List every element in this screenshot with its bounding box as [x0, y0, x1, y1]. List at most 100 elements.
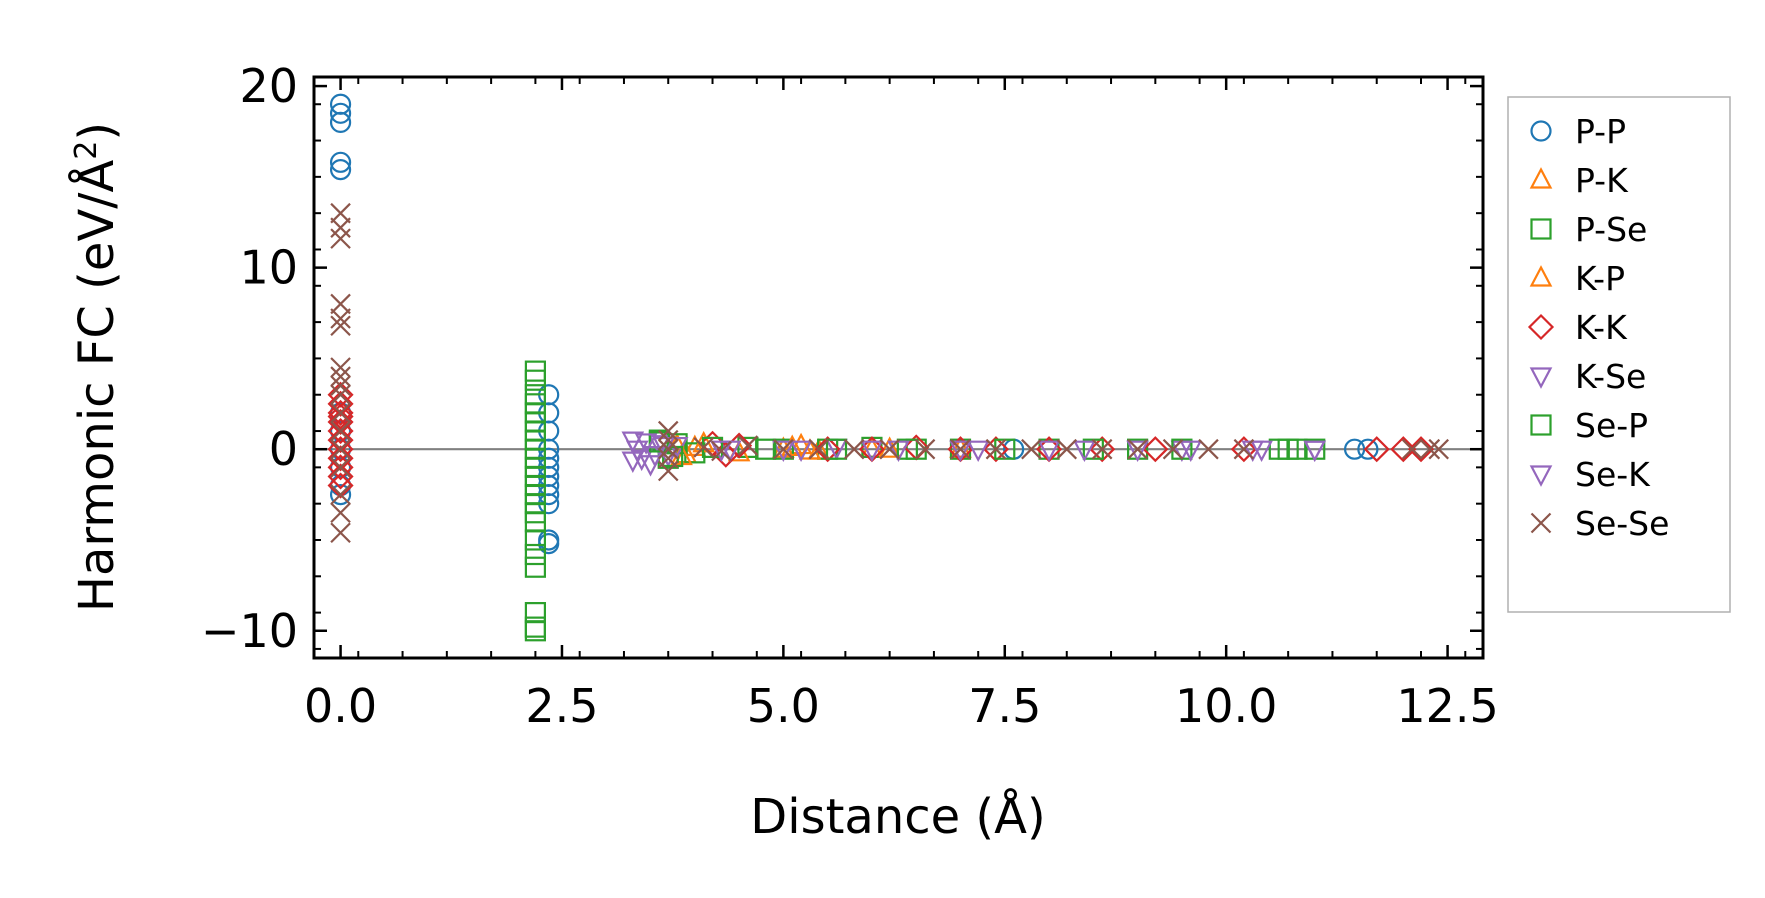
data-point — [1021, 438, 1042, 460]
x-tick-label: 0.0 — [304, 679, 377, 733]
legend: P-P P-K P-Se K-P K-K K-Se Se-P Se-K Se-Se — [1507, 96, 1731, 613]
data-point — [737, 435, 759, 456]
legend-label: K-P — [1575, 259, 1625, 298]
data-point — [1401, 438, 1423, 460]
data-point — [878, 436, 901, 458]
legend-marker — [1530, 414, 1552, 436]
data-point — [1303, 440, 1327, 463]
data-point — [634, 433, 658, 455]
series-k-k — [327, 381, 1435, 499]
series-se-k — [621, 433, 1327, 473]
data-point — [327, 403, 354, 430]
y-axis-label-sup: 2 — [69, 141, 104, 160]
data-point — [693, 437, 714, 458]
data-point — [329, 151, 352, 173]
data-point — [1037, 440, 1061, 463]
data-point — [329, 158, 352, 181]
data-point — [330, 420, 351, 442]
data-point — [630, 449, 653, 472]
data-point — [1126, 440, 1149, 463]
legend-label: Se-K — [1575, 455, 1651, 494]
data-point — [330, 384, 351, 406]
data-point — [327, 445, 354, 472]
data-point — [843, 438, 865, 460]
data-point — [1428, 438, 1449, 460]
data-point — [330, 293, 351, 315]
data-point — [896, 438, 918, 460]
data-point — [711, 440, 732, 462]
data-point — [1357, 438, 1379, 460]
data-point — [524, 369, 547, 391]
data-point — [524, 620, 547, 642]
data-point — [1390, 436, 1417, 463]
y-tick-label: −10 — [201, 604, 298, 658]
data-point — [330, 308, 351, 329]
data-point — [657, 438, 679, 460]
legend-entry: P-Se — [1530, 210, 1647, 249]
data-point — [1407, 436, 1435, 463]
data-point — [524, 556, 547, 578]
legend-label: Se-Se — [1575, 504, 1669, 543]
data-point — [825, 438, 848, 460]
data-point — [327, 408, 354, 436]
data-point — [652, 436, 676, 459]
legend-entry: P-K — [1529, 161, 1629, 200]
data-point — [327, 390, 354, 417]
legend-marker — [1529, 167, 1553, 189]
legend-marker — [1530, 218, 1552, 240]
data-point — [710, 440, 733, 463]
data-point — [1179, 440, 1203, 463]
y-tick-label: 10 — [239, 241, 298, 295]
data-point — [524, 529, 547, 551]
data-point — [524, 602, 547, 624]
legend-label: K-K — [1575, 308, 1628, 347]
series-p-se — [524, 360, 1308, 642]
data-point — [330, 457, 351, 478]
data-point — [1363, 436, 1390, 463]
x-tick-label: 7.5 — [968, 679, 1041, 733]
data-point — [982, 436, 1009, 463]
data-marks — [327, 93, 1449, 642]
data-point — [1198, 438, 1219, 460]
legend-entry: Se-P — [1530, 406, 1648, 445]
data-point — [330, 217, 351, 238]
legend-marker — [1529, 265, 1553, 287]
data-point — [1277, 438, 1299, 460]
data-point — [327, 399, 354, 426]
legend-marker — [1529, 465, 1553, 487]
data-point — [808, 438, 830, 460]
data-point — [860, 440, 884, 463]
data-point — [1303, 440, 1327, 463]
data-point — [657, 429, 679, 451]
legend-entry: K-Se — [1529, 357, 1646, 396]
data-point — [330, 502, 351, 524]
data-point — [1056, 438, 1078, 460]
data-point — [1230, 436, 1257, 463]
data-point — [773, 438, 794, 460]
legend-label: P-P — [1575, 112, 1626, 151]
legend-entry: K-P — [1529, 259, 1625, 298]
legend-label: K-Se — [1575, 357, 1646, 396]
data-point — [327, 463, 354, 490]
x-tick-label: 2.5 — [525, 679, 598, 733]
data-point — [330, 315, 351, 337]
data-point — [1089, 436, 1116, 463]
legend-marker — [1530, 120, 1552, 142]
x-tick-label: 12.5 — [1396, 679, 1498, 733]
data-point — [330, 366, 351, 387]
x-tick-label: 10.0 — [1175, 679, 1277, 733]
legend-label: P-Se — [1575, 210, 1647, 249]
data-point — [327, 427, 354, 454]
legend-marker — [1527, 313, 1555, 341]
data-point — [914, 438, 936, 460]
y-axis-label-main: Harmonic FC (eV/Å — [68, 160, 125, 613]
series-se-se — [330, 202, 1449, 543]
data-point — [949, 440, 972, 463]
data-point — [329, 111, 352, 133]
data-point — [330, 522, 351, 543]
y-tick-label: 0 — [269, 422, 298, 476]
data-point — [538, 533, 560, 555]
data-point — [1250, 440, 1273, 463]
data-point — [621, 451, 645, 473]
